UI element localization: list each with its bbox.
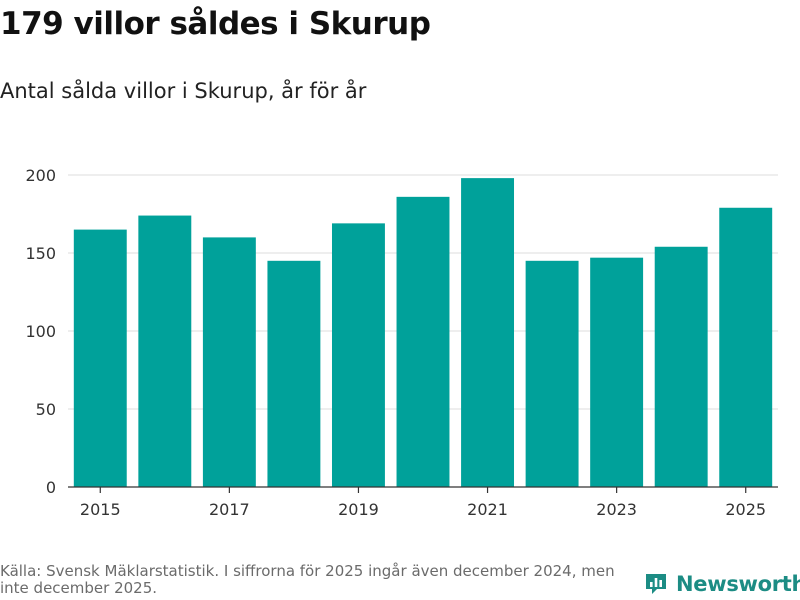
bar-2025	[719, 207, 773, 487]
x-tick-label-2015: 2015	[80, 500, 121, 519]
bar-2015	[73, 229, 127, 487]
x-tick-label-2017: 2017	[209, 500, 250, 519]
bars	[73, 178, 773, 488]
newsworthy-logo-icon	[646, 574, 666, 594]
newsworthy-logo-text: Newsworthy	[676, 572, 800, 596]
source-note: Källa: Svensk Mäklarstatistik. I siffror…	[0, 562, 615, 597]
x-tick-label-2025: 2025	[725, 500, 766, 519]
bar-2020	[396, 196, 450, 487]
y-tick-label-100: 100	[25, 322, 56, 341]
bar-chart: 0 50 100 150 200 2015 2017 2019 2021 2023 2025	[25, 166, 778, 519]
bar-2022	[525, 260, 579, 487]
x-tick-label-2021: 2021	[467, 500, 508, 519]
bar-2019	[331, 223, 385, 488]
y-tick-label-0: 0	[46, 478, 56, 497]
x-tick-label-2019: 2019	[338, 500, 379, 519]
x-tick-label-2023: 2023	[596, 500, 637, 519]
y-axis-labels: 0 50 100 150 200	[25, 166, 56, 497]
y-tick-label-50: 50	[36, 400, 56, 419]
y-tick-label-150: 150	[25, 244, 56, 263]
chart-title: 179 villor såldes i Skurup	[0, 6, 431, 42]
bar-2018	[267, 260, 321, 487]
x-axis-labels: 2015 2017 2019 2021 2023 2025	[80, 487, 766, 519]
bar-2017	[202, 237, 256, 487]
y-tick-label-200: 200	[25, 166, 56, 185]
bar-2016	[138, 215, 192, 487]
newsworthy-logo: Newsworthy	[644, 569, 800, 599]
bar-2023	[590, 257, 644, 487]
chart-subtitle: Antal sålda villor i Skurup, år för år	[0, 79, 367, 103]
bar-2021	[461, 178, 515, 487]
bar-2024	[654, 246, 708, 487]
